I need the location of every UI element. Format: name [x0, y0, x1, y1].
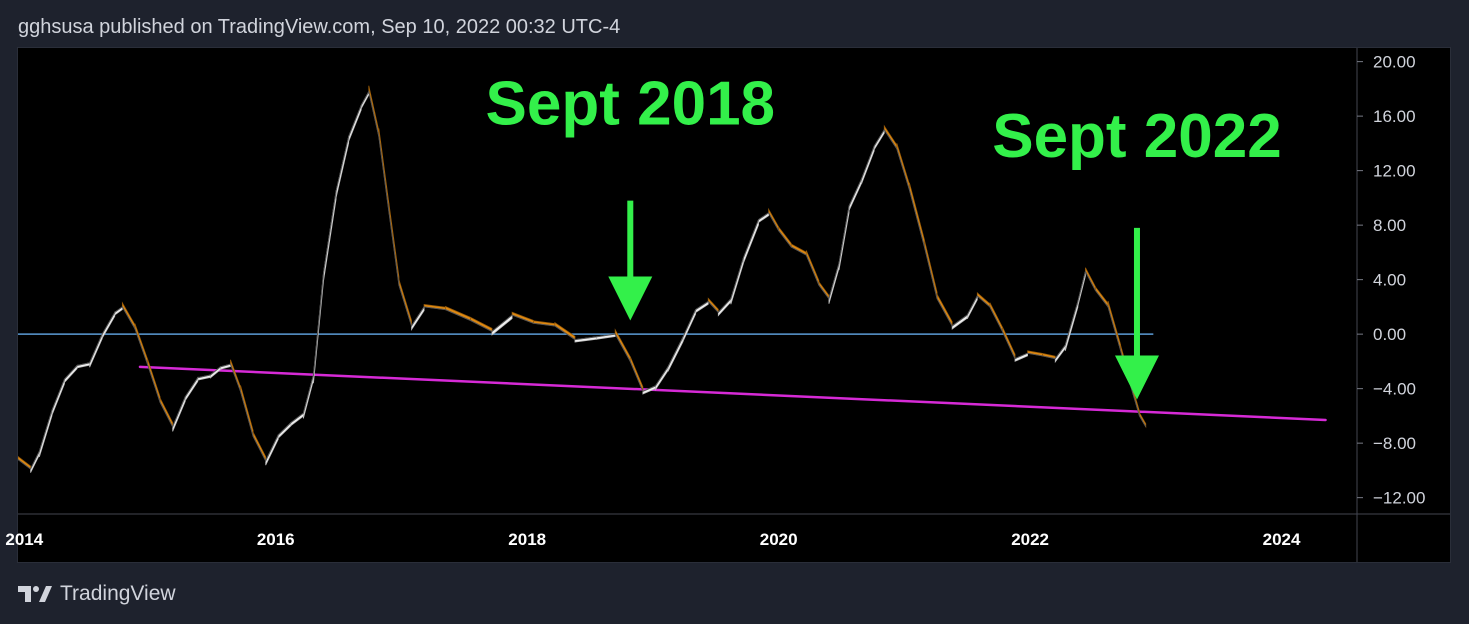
tradingview-logo-icon: [18, 586, 52, 602]
y-tick-label-8: −12.00: [1373, 489, 1425, 508]
footer: TradingView: [18, 582, 176, 606]
x-tick-label-0: 2014: [5, 530, 43, 549]
annotation-arrow-1: [1114, 227, 1159, 400]
trend-line: [138, 365, 1327, 422]
annotation-text-1: Sept 2022: [992, 102, 1282, 171]
y-tick-label-6: −4.00: [1373, 380, 1416, 399]
y-tick-label-3: 8.00: [1373, 216, 1406, 235]
x-tick-label-4: 2022: [1011, 530, 1049, 549]
y-tick-label-7: −8.00: [1373, 434, 1416, 453]
annotation-arrow-0: [608, 200, 653, 321]
annotation-text-0: Sept 2018: [486, 69, 776, 138]
y-tick-label-0: 20.00: [1373, 53, 1416, 72]
y-tick-label-1: 16.00: [1373, 107, 1416, 126]
chart-frame: [17, 47, 1451, 563]
tradingview-brand: TradingView: [60, 582, 176, 605]
series-line: [18, 90, 1147, 470]
y-tick-label-5: 0.00: [1373, 325, 1406, 344]
x-tick-label-1: 2016: [257, 530, 295, 549]
x-tick-label-3: 2020: [760, 530, 798, 549]
x-tick-label-2: 2018: [508, 530, 546, 549]
y-tick-label-4: 4.00: [1373, 271, 1406, 290]
publisher-line: gghsusa published on TradingView.com, Se…: [18, 16, 621, 38]
series-ribbon: [18, 85, 1147, 473]
y-tick-label-2: 12.00: [1373, 162, 1416, 181]
x-tick-label-5: 2024: [1263, 530, 1301, 549]
